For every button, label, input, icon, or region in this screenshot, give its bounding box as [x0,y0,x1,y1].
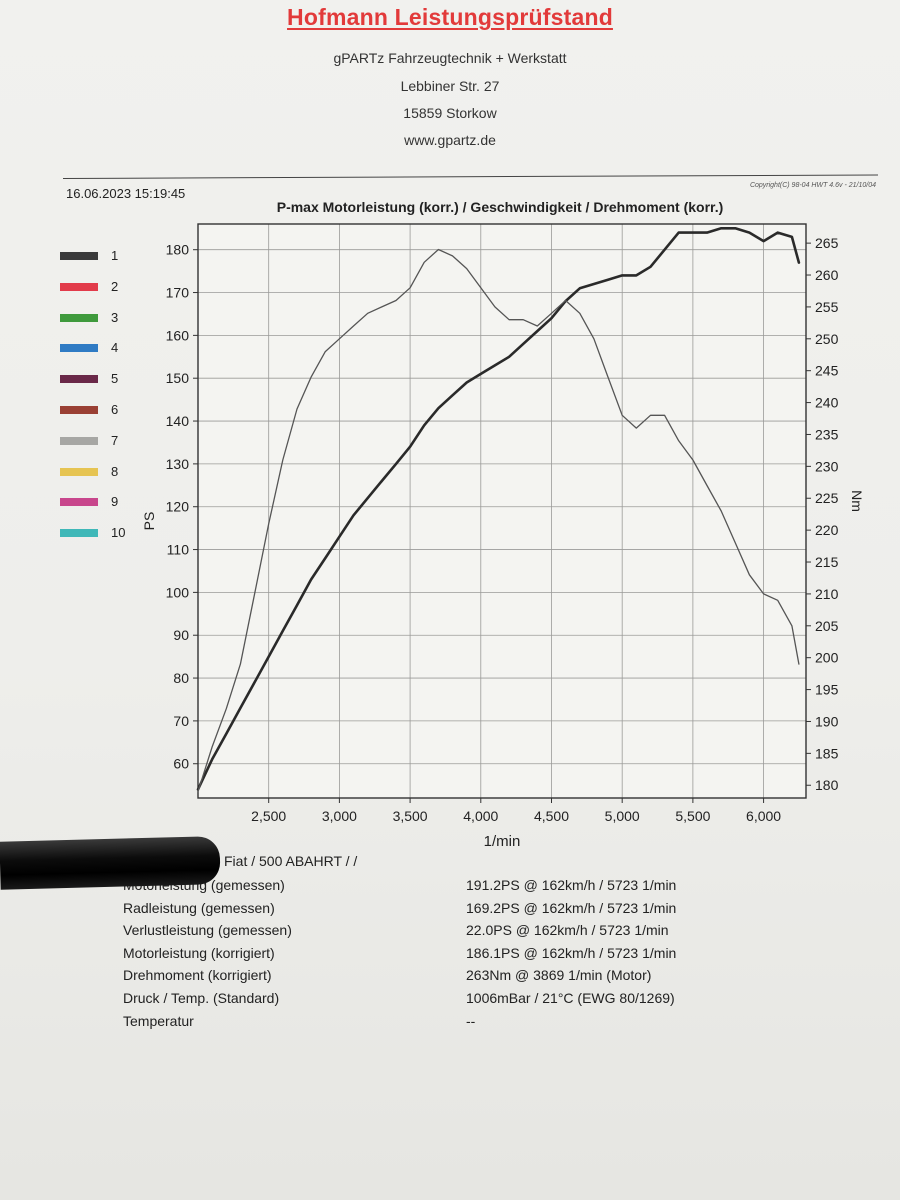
legend-label: 1 [111,248,119,263]
y-left-tick-label: 140 [166,413,190,429]
y-right-tick-label: 240 [815,395,839,411]
y-right-tick-label: 260 [815,267,839,283]
legend-swatch [60,313,98,322]
chart-title: P-max Motorleistung (korr.) / Geschwindi… [276,199,724,215]
legend-swatch [60,467,98,476]
power-series-line [196,227,801,791]
y-left-tick-label: 120 [166,499,190,515]
y-right-tick-label: 180 [815,777,839,793]
pen-object [0,836,221,890]
y-left-tick-label: 110 [167,542,190,558]
software-copyright: Copyright(C) 98-04 HWT 4.6v - 21/10/04 [749,182,876,189]
y-left-tick-label: 60 [173,756,189,772]
x-tick-label: 2,500 [251,808,286,824]
x-tick-label: 4,500 [534,808,569,824]
legend-item-4: 4 [60,340,150,356]
legend-label: 6 [111,402,119,417]
legend-swatch [60,252,98,260]
y-left-tick-label: 180 [166,242,190,258]
legend-label: 2 [111,278,119,294]
x-tick-label: 3,500 [393,808,428,824]
plot-area [198,224,806,798]
y-right-tick-label: 210 [815,586,839,602]
legend-swatch [60,498,98,507]
y-right-tick-label: 185 [815,745,839,761]
report-title: Hofmann Leistungsprüfstand [287,4,613,30]
legend-label: 7 [111,432,119,448]
legend-swatch [60,344,98,353]
legend-label: 4 [111,340,119,356]
y-right-axis-label: Nm [849,490,865,512]
y-right-tick-label: 200 [815,650,839,666]
company-city: 15859 Storkow [403,105,497,121]
legend-swatch [60,406,98,414]
y-left-axis-label: PS [141,512,157,531]
y-right-tick-label: 220 [815,522,839,538]
x-tick-label: 4,000 [463,808,498,824]
y-right-tick-label: 225 [815,490,839,506]
y-right-tick-label: 255 [815,299,839,315]
legend-item-1: 1 [60,248,150,264]
legend-label: 3 [111,309,119,325]
y-right-tick-label: 195 [815,682,839,698]
company-name: gPARTz Fahrzeugtechnik + Werkstatt [333,50,567,66]
legend-label: 8 [111,463,119,479]
legend-item-5: 5 [60,371,150,387]
x-tick-label: 5,500 [675,808,710,824]
legend-swatch [60,282,98,291]
legend-item-6: 6 [60,402,150,418]
legend-item-2: 2 [60,279,150,295]
y-right-tick-label: 235 [815,426,839,442]
legend-swatch [60,529,98,538]
test-datetime: 16.06.2023 15:19:45 [66,186,186,201]
legend-item-7: 7 [60,433,150,449]
y-left-tick-label: 130 [166,456,190,472]
y-right-tick-label: 230 [815,458,839,474]
y-left-tick-label: 80 [173,670,189,686]
y-right-tick-label: 205 [815,618,839,634]
y-right-tick-label: 190 [815,713,839,729]
y-left-tick-label: 70 [173,713,189,729]
y-right-tick-label: 250 [815,331,839,347]
y-left-tick-label: 170 [166,285,190,301]
legend-label: 9 [111,494,119,510]
y-right-tick-label: 245 [815,363,839,379]
legend-item-8: 8 [60,464,150,480]
company-street: Lebbiner Str. 27 [400,78,500,94]
company-website: www.gpartz.de [404,132,496,148]
x-tick-label: 3,000 [322,808,357,824]
y-right-tick-label: 265 [815,235,839,251]
legend-swatch [60,375,98,384]
plot-frame [197,223,807,799]
y-left-tick-label: 90 [173,627,189,643]
y-right-tick-label: 215 [815,554,839,570]
y-left-tick-label: 150 [166,370,190,386]
vehicle-info: Fiat / 500 ABAHRT / / [224,853,358,869]
legend-item-3: 3 [60,310,150,326]
legend-item-9: 9 [60,494,150,510]
x-tick-label: 6,000 [746,808,781,824]
torque-series-line [197,248,800,793]
y-left-tick-label: 100 [166,584,190,600]
legend-item-10: 10 [60,525,150,541]
legend-label: 10 [111,525,126,541]
legend-label: 5 [111,371,119,387]
y-left-tick-label: 160 [166,327,190,343]
x-tick-label: 5,000 [605,808,640,824]
x-axis-label: 1/min [484,833,521,850]
legend-swatch [60,436,98,445]
